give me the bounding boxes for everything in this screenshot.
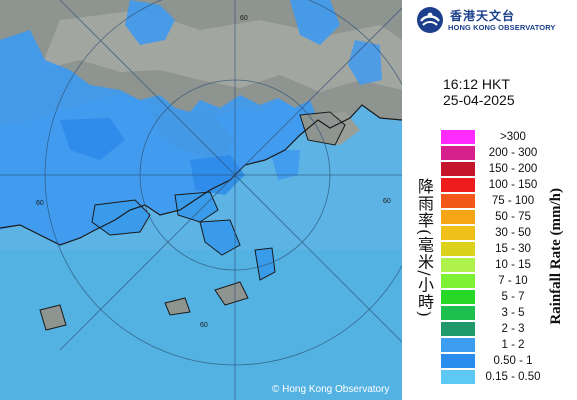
info-panel: 香港天文台 HONG KONG OBSERVATORY 16:12 HKT 25… (402, 0, 577, 400)
rainfall-rate-scale: >300 200 - 300 150 - 200 100 - 150 75 - 100 5… (441, 129, 551, 385)
rain-echo-cell (290, 0, 340, 45)
legend-item: 1 - 2 (441, 337, 551, 353)
legend-item: 7 - 10 (441, 273, 551, 289)
range-spoke (59, 0, 402, 343)
legend-item: 150 - 200 (441, 161, 551, 177)
legend-label: 1 - 2 (501, 339, 525, 351)
legend-label: 150 - 200 (488, 163, 538, 175)
legend-swatch (441, 226, 475, 240)
offshore-island (254, 247, 276, 281)
east-island (299, 111, 346, 146)
legend-item: 75 - 100 (441, 193, 551, 209)
rain-echo-north (0, 30, 318, 245)
offshore-island (164, 297, 191, 316)
legend-swatch (441, 242, 475, 256)
rain-echo-cell (348, 40, 382, 85)
radar-time: 16:12 HKT (443, 76, 510, 92)
legend-item: 3 - 5 (441, 305, 551, 321)
radar-map: 60 60 60 60 © Hong Kong Observatory (0, 0, 402, 400)
legend-item: 15 - 30 (441, 241, 551, 257)
legend-item: 10 - 15 (441, 257, 551, 273)
legend-swatch (441, 130, 475, 144)
legend-item: 0.15 - 0.50 (441, 369, 551, 385)
ring-label: 60 (200, 322, 208, 329)
legend-title-en: Rainfall Rate (mm/h) (548, 188, 572, 378)
legend-label: 75 - 100 (491, 195, 535, 207)
hko-logo: 香港天文台 HONG KONG OBSERVATORY (416, 6, 576, 36)
legend-swatch (441, 258, 475, 272)
legend-label: 10 - 15 (495, 259, 531, 271)
legend-swatch (441, 354, 475, 368)
ring-label: 60 (240, 15, 248, 22)
legend-label: >300 (500, 131, 526, 143)
legend-label: 3 - 5 (501, 307, 525, 319)
ring-label: 60 (36, 200, 44, 207)
rain-echo-core (60, 118, 125, 160)
rain-echo-cell (125, 0, 175, 45)
legend-swatch (441, 210, 475, 224)
legend-title-en-text: Rainfall Rate (mm/h) (548, 188, 564, 325)
legend-item: 30 - 50 (441, 225, 551, 241)
legend-title-zh-text: 降雨率(毫米/小時) (415, 178, 434, 318)
legend-swatch (441, 306, 475, 320)
ring-label: 60 (383, 198, 391, 205)
hko-logo-icon (417, 7, 443, 33)
offshore-island (39, 304, 67, 331)
legend-item: 0.50 - 1 (441, 353, 551, 369)
legend-item: 100 - 150 (441, 177, 551, 193)
legend-label: 2 - 3 (501, 323, 525, 335)
legend-swatch (441, 274, 475, 288)
legend-label: 200 - 300 (488, 147, 538, 159)
legend-item: 200 - 300 (441, 145, 551, 161)
legend-swatch (441, 194, 475, 208)
org-name-zh: 香港天文台 (450, 9, 516, 23)
radar-date: 25-04-2025 (443, 92, 515, 108)
rain-echo-cell (270, 150, 300, 180)
legend-item: 50 - 75 (441, 209, 551, 225)
legend-swatch (441, 338, 475, 352)
legend-label: 15 - 30 (495, 243, 531, 255)
legend-label: 30 - 50 (495, 227, 531, 239)
org-name-en: HONG KONG OBSERVATORY (448, 23, 556, 32)
legend-item: >300 (441, 129, 551, 145)
legend-swatch (441, 146, 475, 160)
legend-title-zh: 降雨率(毫米/小時) (412, 178, 436, 383)
copyright-notice: © Hong Kong Observatory (272, 384, 390, 395)
range-rings (0, 0, 402, 400)
legend-item: 5 - 7 (441, 289, 551, 305)
coastline (0, 104, 402, 246)
lamma-island (199, 219, 241, 256)
range-spoke (59, 7, 402, 351)
legend-label: 5 - 7 (501, 291, 525, 303)
legend-item: 2 - 3 (441, 321, 551, 337)
legend-label: 7 - 10 (498, 275, 528, 287)
offshore-island (214, 281, 249, 306)
radar-map-image: 60 60 60 60 (0, 0, 402, 400)
legend-swatch (441, 162, 475, 176)
legend-label: 50 - 75 (495, 211, 531, 223)
legend-label: 0.15 - 0.50 (485, 371, 541, 383)
legend-swatch (441, 178, 475, 192)
legend-swatch (441, 290, 475, 304)
legend-label: 100 - 150 (488, 179, 538, 191)
legend-swatch (441, 370, 475, 384)
legend-label: 0.50 - 1 (493, 355, 533, 367)
hk-island (174, 191, 219, 223)
legend-swatch (441, 322, 475, 336)
